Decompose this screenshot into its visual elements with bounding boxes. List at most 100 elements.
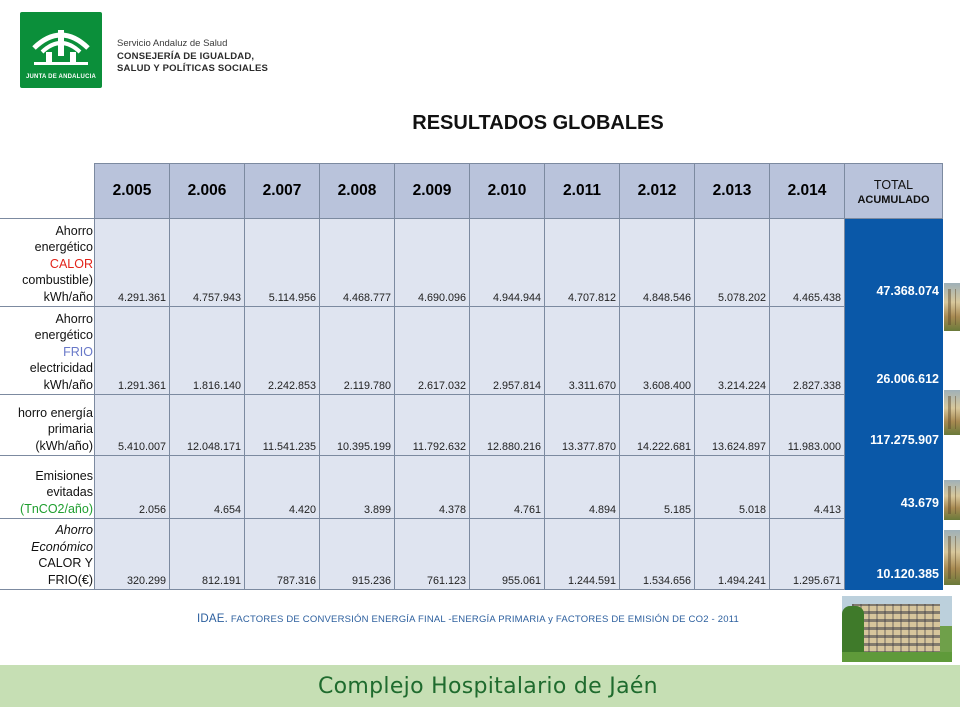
footnote-prefix: IDAE. [197, 613, 229, 625]
footer-title: Complejo Hospitalario de Jaén [318, 674, 658, 699]
data-cell: 14.222.681 [619, 394, 695, 456]
data-cell: 4.654 [169, 455, 245, 519]
table-row: horro energía primaria (kWh/año) 5.410.0… [0, 394, 943, 456]
data-cell: 1.494.241 [694, 518, 770, 590]
junta-logo: JUNTA DE ANDALUCIA [20, 12, 102, 88]
row-label: horro energía primaria (kWh/año) [0, 394, 95, 456]
data-cell: 955.061 [469, 518, 545, 590]
header-row: 2.005 2.006 2.007 2.008 2.009 2.010 2.01… [0, 163, 943, 219]
total-cell: 117.275.907 [844, 394, 943, 456]
data-cell: 4.291.361 [94, 218, 170, 307]
data-cell: 761.123 [394, 518, 470, 590]
data-cell: 11.983.000 [769, 394, 845, 456]
data-cell: 2.119.780 [319, 306, 395, 395]
label-line: CALOR Y [38, 556, 93, 570]
data-cell: 12.880.216 [469, 394, 545, 456]
data-cell: 915.236 [319, 518, 395, 590]
data-cell: 4.413 [769, 455, 845, 519]
data-cell: 13.377.870 [544, 394, 620, 456]
total-cell: 10.120.385 [844, 518, 943, 590]
footer-bar [0, 665, 960, 707]
data-cell: 3.899 [319, 455, 395, 519]
org-line-1: Servicio Andaluz de Salud [117, 38, 228, 49]
data-cell: 11.541.235 [244, 394, 320, 456]
data-cell: 4.690.096 [394, 218, 470, 307]
org-line-3: SALUD Y POLÍTICAS SOCIALES [117, 63, 269, 74]
data-cell: 5.185 [619, 455, 695, 519]
data-cell: 5.078.202 [694, 218, 770, 307]
total-cell: 43.679 [844, 455, 943, 519]
data-cell: 1.295.671 [769, 518, 845, 590]
data-cell: 4.761 [469, 455, 545, 519]
label-line: Ahorro [55, 523, 93, 537]
year-header: 2.009 [394, 163, 470, 219]
data-cell: 10.395.199 [319, 394, 395, 456]
data-cell: 2.242.853 [244, 306, 320, 395]
photo-slice [944, 283, 960, 331]
label-line: Ahorro [55, 223, 93, 238]
data-cell: 4.848.546 [619, 218, 695, 307]
year-header: 2.006 [169, 163, 245, 219]
label-line: electricidad [29, 361, 93, 375]
label-line: FRIO(€) [47, 572, 93, 587]
data-cell: 2.827.338 [769, 306, 845, 395]
data-cell: 4.465.438 [769, 218, 845, 307]
data-cell: 5.410.007 [94, 394, 170, 456]
source-footnote: IDAE. FACTORES DE CONVERSIÓN ENERGÍA FIN… [197, 613, 739, 625]
year-header: 2.011 [544, 163, 620, 219]
label-line: evitadas [46, 485, 93, 499]
table-row: Emisiones evitadas (TnCO2/año) 2.056 4.6… [0, 455, 943, 519]
data-cell: 4.757.943 [169, 218, 245, 307]
label-line: kWh/año [43, 377, 93, 392]
data-cell: 320.299 [94, 518, 170, 590]
data-cell: 4.378 [394, 455, 470, 519]
total-header: TOTAL ACUMULADO [844, 163, 943, 219]
data-cell: 5.114.956 [244, 218, 320, 307]
row-label: Ahorro Económico CALOR Y FRIO(€) [0, 518, 95, 590]
data-cell: 812.191 [169, 518, 245, 590]
row-label: Emisiones evitadas (TnCO2/año) [0, 455, 95, 519]
table-row: Ahorro energético FRIO electricidad kWh/… [0, 306, 943, 395]
junta-emblem-icon [32, 30, 90, 65]
data-cell: 1.244.591 [544, 518, 620, 590]
photo-slice [944, 390, 960, 435]
org-line-2: CONSEJERÍA DE IGUALDAD, [117, 50, 255, 62]
row-label: Ahorro energético FRIO electricidad kWh/… [0, 306, 95, 395]
page-title: RESULTADOS GLOBALES [412, 112, 664, 134]
hospital-photo [842, 596, 952, 662]
label-line: combustible) [22, 273, 93, 287]
data-cell: 12.048.171 [169, 394, 245, 456]
label-line: horro energía [17, 405, 93, 420]
header-corner [0, 163, 95, 219]
organization-name: Servicio Andaluz de Salud CONSEJERÍA DE … [117, 38, 268, 76]
data-cell: 4.420 [244, 455, 320, 519]
year-header: 2.010 [469, 163, 545, 219]
label-line-frio: FRIO [63, 344, 93, 359]
data-cell: 1.291.361 [94, 306, 170, 395]
label-line: Económico [31, 539, 93, 554]
data-cell: 787.316 [244, 518, 320, 590]
data-cell: 13.624.897 [694, 394, 770, 456]
results-table: 2.005 2.006 2.007 2.008 2.009 2.010 2.01… [0, 163, 943, 590]
data-cell: 2.957.814 [469, 306, 545, 395]
data-cell: 3.214.224 [694, 306, 770, 395]
data-cell: 3.311.670 [544, 306, 620, 395]
year-header: 2.013 [694, 163, 770, 219]
data-cell: 4.894 [544, 455, 620, 519]
table-row: Ahorro Económico CALOR Y FRIO(€) 320.299… [0, 518, 943, 590]
label-line-units: (TnCO2/año) [20, 501, 93, 516]
label-line: kWh/año [43, 289, 93, 304]
label-line: energético [34, 240, 93, 254]
label-line-calor: CALOR [49, 256, 93, 271]
label-line: (kWh/año) [35, 438, 93, 453]
row-label: Ahorro energético CALOR combustible) kWh… [0, 218, 95, 307]
label-line: primaria [47, 422, 93, 436]
year-header: 2.012 [619, 163, 695, 219]
data-cell: 1.816.140 [169, 306, 245, 395]
year-header: 2.014 [769, 163, 845, 219]
data-cell: 4.468.777 [319, 218, 395, 307]
data-cell: 5.018 [694, 455, 770, 519]
footnote-text: FACTORES DE CONVERSIÓN ENERGÍA FINAL -EN… [230, 614, 739, 625]
year-header: 2.005 [94, 163, 170, 219]
data-cell: 1.534.656 [619, 518, 695, 590]
